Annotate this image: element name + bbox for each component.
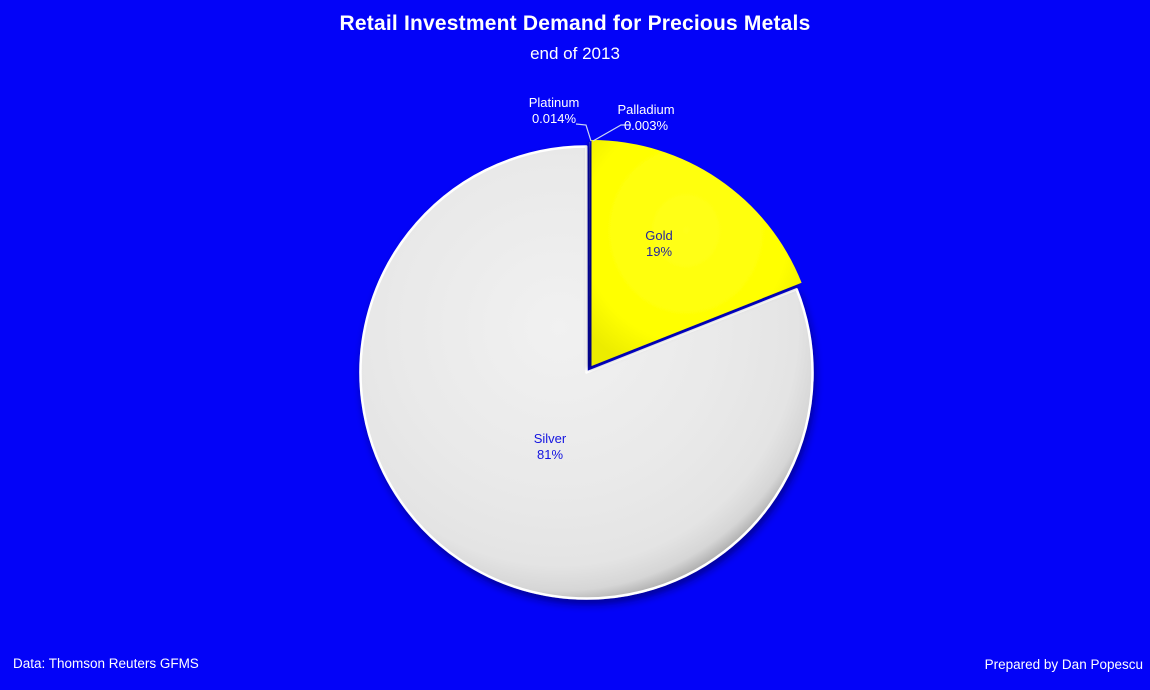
palladium-leader-line (592, 124, 631, 142)
silver-slice-label: Silver 81% (480, 431, 620, 463)
gold-slice-label: Gold 19% (589, 228, 729, 260)
data-source-note: Data: Thomson Reuters GFMS (13, 656, 199, 671)
platinum-value-text: 0.014% (531, 111, 577, 126)
chart-subtitle: end of 2013 (530, 44, 620, 63)
palladium-callout-label: Palladium 0.003% (576, 102, 716, 134)
palladium-label-text: Palladium (617, 102, 675, 117)
gold-slice (591, 140, 802, 366)
palladium-value-text: 0.003% (623, 118, 669, 133)
chart-title: Retail Investment Demand for Precious Me… (339, 12, 811, 35)
gold-value-text: 19% (645, 244, 673, 259)
gold-label-text: Gold (645, 228, 673, 243)
platinum-label-text: Platinum (528, 95, 580, 110)
credit-note: Prepared by Dan Popescu (984, 657, 1143, 672)
platinum-leader-line (575, 123, 592, 142)
platinum-callout-label: Platinum 0.014% (484, 95, 624, 127)
silver-slice (359, 145, 814, 600)
silver-value-text: 81% (536, 447, 564, 462)
silver-label-text: Silver (533, 431, 567, 446)
